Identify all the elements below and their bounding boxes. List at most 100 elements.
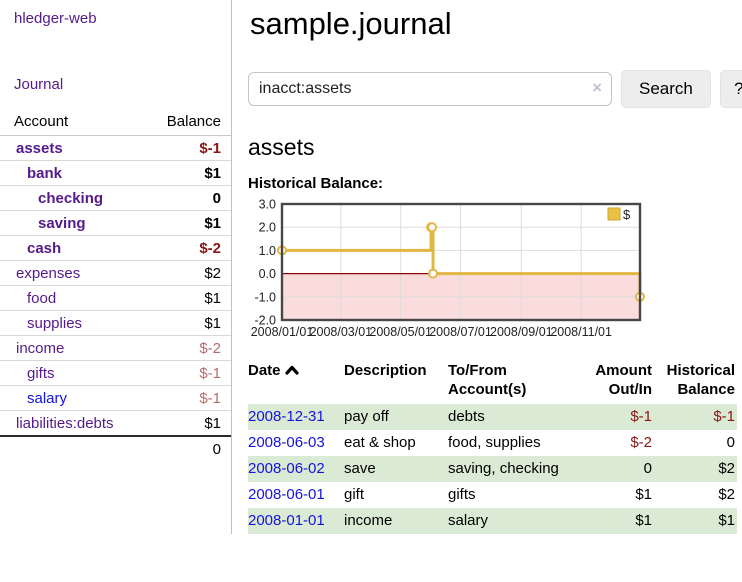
svg-text:2008/03/01: 2008/03/01 xyxy=(310,325,373,339)
register-amount: $1 xyxy=(635,512,652,529)
register-amount: $-2 xyxy=(630,434,652,451)
account-row: salary $-1 xyxy=(0,386,231,411)
register-balance: $2 xyxy=(718,460,735,477)
table-row: 2008-12-31 pay off debts $-1 $-1 xyxy=(248,404,737,430)
search-bar: × Search ? xyxy=(248,70,742,108)
account-balance: $1 xyxy=(204,315,221,332)
register-date-link[interactable]: 2008-06-03 xyxy=(248,434,325,451)
account-row: supplies $1 xyxy=(0,311,231,336)
account-row: liabilities:debts $1 xyxy=(0,411,231,435)
register-amount: $-1 xyxy=(630,408,652,425)
account-link[interactable]: saving xyxy=(38,215,86,232)
help-button[interactable]: ? xyxy=(719,70,742,108)
data-point xyxy=(427,222,438,233)
search-input-wrap: × xyxy=(248,72,612,106)
register-date-link[interactable]: 2008-12-31 xyxy=(248,408,325,425)
account-balance: $2 xyxy=(204,265,221,282)
account-row: gifts $-1 xyxy=(0,361,231,386)
account-link[interactable]: cash xyxy=(27,240,62,257)
data-point xyxy=(428,268,439,279)
account-link[interactable]: assets xyxy=(16,140,63,157)
sort-by-date-link[interactable]: Date xyxy=(248,362,299,379)
svg-text:-2.0: -2.0 xyxy=(254,314,276,328)
chart-svg: $3.0 2.0 1.0 0.0 -1.0 -2.02008/01/012008/03/0… xyxy=(251,198,645,339)
register-header-balance: Historical Balance xyxy=(666,362,735,398)
register-description: pay off xyxy=(344,408,389,425)
register-description: eat & shop xyxy=(344,434,416,451)
accounts-header: Account Balance xyxy=(0,109,231,136)
legend-label: $ xyxy=(623,207,631,222)
clear-search-icon[interactable]: × xyxy=(592,78,602,97)
svg-text:2008/11/01: 2008/11/01 xyxy=(550,325,612,339)
accounts-header-account: Account xyxy=(14,113,69,130)
accounts-total: 0 xyxy=(0,435,231,462)
sidebar-item-journal[interactable]: Journal xyxy=(14,76,64,93)
svg-text:2008/09/01: 2008/09/01 xyxy=(490,325,553,339)
account-balance: $-2 xyxy=(199,240,221,257)
register-accounts: food, supplies xyxy=(448,434,541,451)
register-header-amount: Amount Out/In xyxy=(595,362,652,398)
svg-text:1.0: 1.0 xyxy=(259,244,276,258)
register-header-description: Description xyxy=(344,362,427,379)
account-balance: $-1 xyxy=(199,365,221,382)
account-link[interactable]: gifts xyxy=(27,365,55,382)
register-balance: 0 xyxy=(726,434,735,451)
svg-text:-1.0: -1.0 xyxy=(254,290,276,304)
app-brand-link[interactable]: hledger-web xyxy=(14,10,97,27)
register-balance: $-1 xyxy=(713,408,735,425)
table-row: 2008-06-01 gift gifts $1 $2 xyxy=(248,482,737,508)
account-row: food $1 xyxy=(0,286,231,311)
account-balance: $1 xyxy=(204,165,221,182)
account-link[interactable]: bank xyxy=(27,165,63,182)
account-link[interactable]: expenses xyxy=(16,265,81,282)
search-input[interactable] xyxy=(248,72,612,106)
historical-balance-chart: $3.0 2.0 1.0 0.0 -1.0 -2.0 2008/01/01 2008/03/0… xyxy=(216,197,742,347)
register-accounts: saving, checking xyxy=(448,460,559,477)
register-date-link[interactable]: 2008-01-01 xyxy=(248,512,325,529)
register-date-link[interactable]: 2008-06-02 xyxy=(248,460,325,477)
register-date-link[interactable]: 2008-06-01 xyxy=(248,486,325,503)
register-balance: $1 xyxy=(718,512,735,529)
register-balance: $2 xyxy=(718,486,735,503)
page: hledger-web Journal Account Balance asse… xyxy=(0,0,742,534)
account-link[interactable]: salary xyxy=(27,390,68,407)
account-balance: 0 xyxy=(212,190,221,207)
register-description: income xyxy=(344,512,393,529)
search-button[interactable]: Search xyxy=(621,70,711,108)
accounts-rows: assets $-1 bank $1 checking 0 saving $1 cash $-2 e… xyxy=(0,136,231,435)
svg-text:0.0: 0.0 xyxy=(259,267,276,281)
account-row: saving $1 xyxy=(0,211,231,236)
register-table: Date Description To/From Account(s) Amou… xyxy=(248,359,737,534)
table-row: 2008-06-02 save saving, checking 0 $2 xyxy=(248,456,737,482)
svg-text:2008/05/01: 2008/05/01 xyxy=(369,325,432,339)
accounts-tree: Account Balance assets $-1 bank $1 checking 0… xyxy=(0,109,231,462)
account-link[interactable]: liabilities:debts xyxy=(16,415,114,432)
account-balance: $-1 xyxy=(199,140,221,157)
register-header-accounts: To/From Account(s) xyxy=(448,362,527,398)
svg-text:2008/01/01: 2008/01/01 xyxy=(251,325,314,339)
register-header-date: Date xyxy=(248,359,344,404)
register-accounts: debts xyxy=(448,408,485,425)
account-row: income $-2 xyxy=(0,336,231,361)
account-link[interactable]: checking xyxy=(38,190,104,207)
account-balance: $-1 xyxy=(199,390,221,407)
account-link[interactable]: food xyxy=(27,290,57,307)
account-row: cash $-2 xyxy=(0,236,231,261)
account-balance: $1 xyxy=(204,415,221,432)
account-balance: $1 xyxy=(204,215,221,232)
account-row: checking 0 xyxy=(0,186,231,211)
chart-title: Historical Balance: xyxy=(248,175,384,192)
account-link[interactable]: supplies xyxy=(27,315,83,332)
main-content: sample.journal × Search ? assets Histori… xyxy=(232,0,742,534)
account-row: expenses $2 xyxy=(0,261,231,286)
account-row: assets $-1 xyxy=(0,136,231,161)
account-balance: $1 xyxy=(204,290,221,307)
account-link[interactable]: income xyxy=(16,340,65,357)
register-description: gift xyxy=(344,486,365,503)
account-heading: assets xyxy=(248,134,315,160)
account-row: bank $1 xyxy=(0,161,231,186)
accounts-header-balance: Balance xyxy=(166,113,221,130)
table-row: 2008-01-01 income salary $1 $1 xyxy=(248,508,737,534)
sidebar: hledger-web Journal Account Balance asse… xyxy=(0,0,232,534)
chevron-up-icon xyxy=(284,365,299,375)
